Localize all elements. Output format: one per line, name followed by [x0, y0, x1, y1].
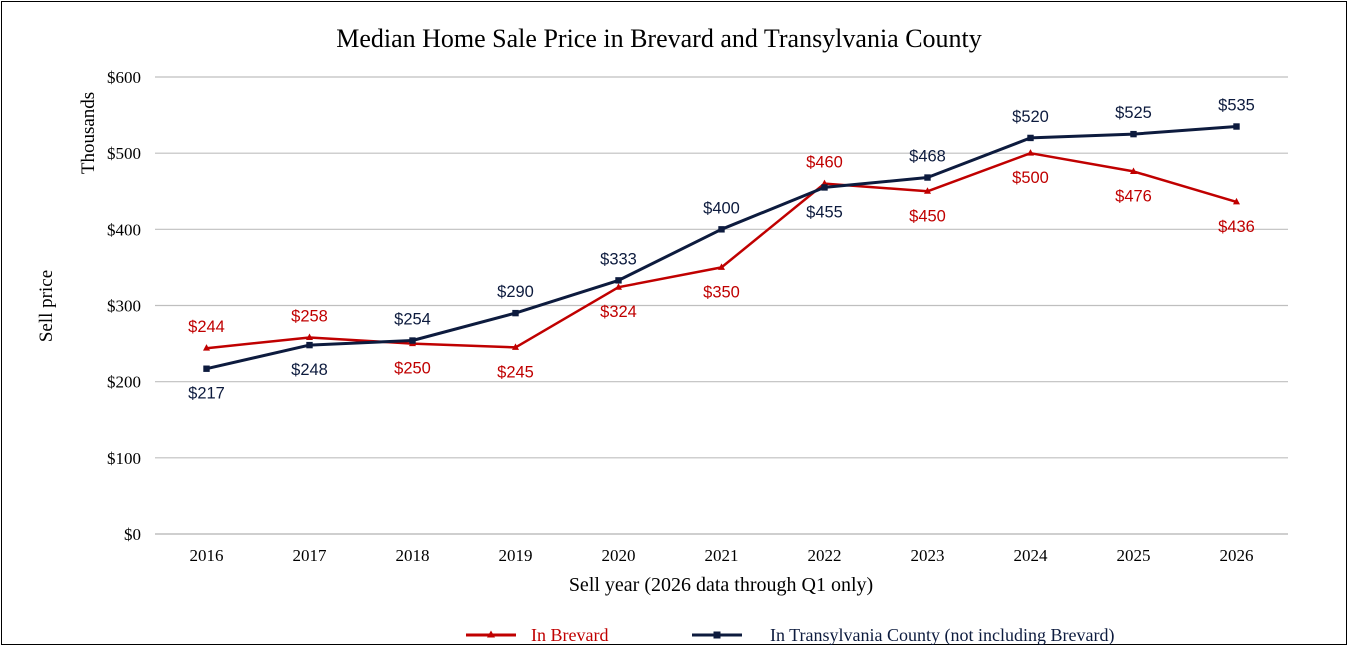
data-label: $324 [600, 303, 637, 321]
data-label: $468 [909, 148, 946, 166]
data-label: $333 [600, 250, 637, 268]
data-label: $535 [1218, 97, 1255, 115]
data-label: $500 [1012, 169, 1049, 187]
x-tick-label: 2022 [808, 546, 842, 565]
legend-item-transylvania: In Transylvania County (not including Br… [692, 625, 1114, 646]
data-point [924, 174, 931, 181]
x-tick-label: 2026 [1220, 546, 1254, 565]
data-point [615, 277, 622, 284]
legend-marker-brevard [487, 630, 495, 638]
data-point [306, 333, 313, 340]
data-label: $450 [909, 207, 946, 225]
data-label: $520 [1012, 108, 1049, 126]
data-label: $244 [188, 318, 225, 336]
grid-lines [155, 76, 1288, 535]
y-tick-label: $400 [107, 220, 141, 239]
data-point [1233, 123, 1240, 130]
y-tick-label: $200 [107, 373, 141, 392]
data-point [1027, 134, 1034, 142]
data-point [1130, 130, 1137, 138]
data-label: $350 [703, 283, 740, 301]
data-point [924, 187, 931, 194]
data-point [821, 184, 828, 191]
y-axis-label: Sell price [36, 270, 57, 342]
legend-marker-transylvania [713, 631, 721, 639]
data-label: $250 [394, 360, 431, 378]
data-labels: $244 $258 $250 $245 $324 $350 $460 $450 $500 $476… [188, 97, 1255, 403]
x-axis-tick-labels: 2016 2017 2018 2019 2020 2021 2022 2023 2024 2025… [190, 546, 1254, 565]
y-axis-units-label: Thousands [78, 92, 99, 174]
y-tick-label: $500 [107, 144, 141, 163]
series-line-brevard [206, 151, 1237, 350]
data-label: $245 [497, 363, 534, 381]
series-markers [203, 123, 1240, 372]
data-point [718, 263, 725, 270]
x-tick-label: 2016 [190, 546, 224, 565]
x-tick-label: 2018 [396, 546, 430, 565]
data-label: $476 [1115, 187, 1152, 205]
data-point [1130, 167, 1137, 174]
x-tick-label: 2020 [602, 546, 636, 565]
data-label: $525 [1115, 104, 1152, 122]
data-point [1233, 197, 1240, 205]
data-label: $455 [806, 203, 843, 221]
x-tick-label: 2024 [1014, 546, 1049, 565]
series-lines [206, 125, 1237, 371]
x-tick-label: 2025 [1117, 546, 1151, 565]
data-point [512, 343, 519, 350]
x-tick-label: 2017 [293, 546, 328, 565]
y-tick-label: $0 [124, 525, 141, 544]
data-point [512, 309, 519, 317]
data-label: $436 [1218, 218, 1255, 236]
y-axis-tick-labels: $0 $100 $200 $300 $400 $500 $600 [107, 68, 141, 544]
data-point [615, 283, 622, 290]
y-tick-label: $300 [107, 297, 141, 316]
y-tick-label: $100 [107, 449, 141, 468]
data-point [1027, 149, 1034, 156]
x-axis-label: Sell year (2026 data through Q1 only) [569, 574, 873, 596]
data-label: $248 [291, 361, 328, 379]
data-point [409, 337, 416, 344]
x-tick-label: 2023 [911, 546, 945, 565]
y-tick-label: $600 [107, 68, 141, 87]
data-label: $290 [497, 283, 534, 301]
data-point [306, 341, 313, 349]
legend-item-brevard: In Brevard [466, 625, 608, 645]
data-label: $460 [806, 154, 843, 172]
legend-label-transylvania: In Transylvania County (not including Br… [770, 625, 1114, 646]
data-label: $254 [394, 311, 431, 329]
legend: In Brevard In Transylvania County (not i… [466, 625, 1114, 646]
data-point [203, 365, 210, 372]
legend-label-brevard: In Brevard [531, 625, 608, 645]
data-label: $400 [703, 199, 740, 217]
data-point [718, 226, 725, 233]
data-label: $258 [291, 307, 328, 325]
data-point [203, 344, 210, 351]
data-label: $217 [188, 385, 225, 403]
x-tick-label: 2019 [499, 546, 533, 565]
x-tick-label: 2021 [705, 546, 739, 565]
chart-title: Median Home Sale Price in Brevard and Tr… [336, 24, 982, 53]
